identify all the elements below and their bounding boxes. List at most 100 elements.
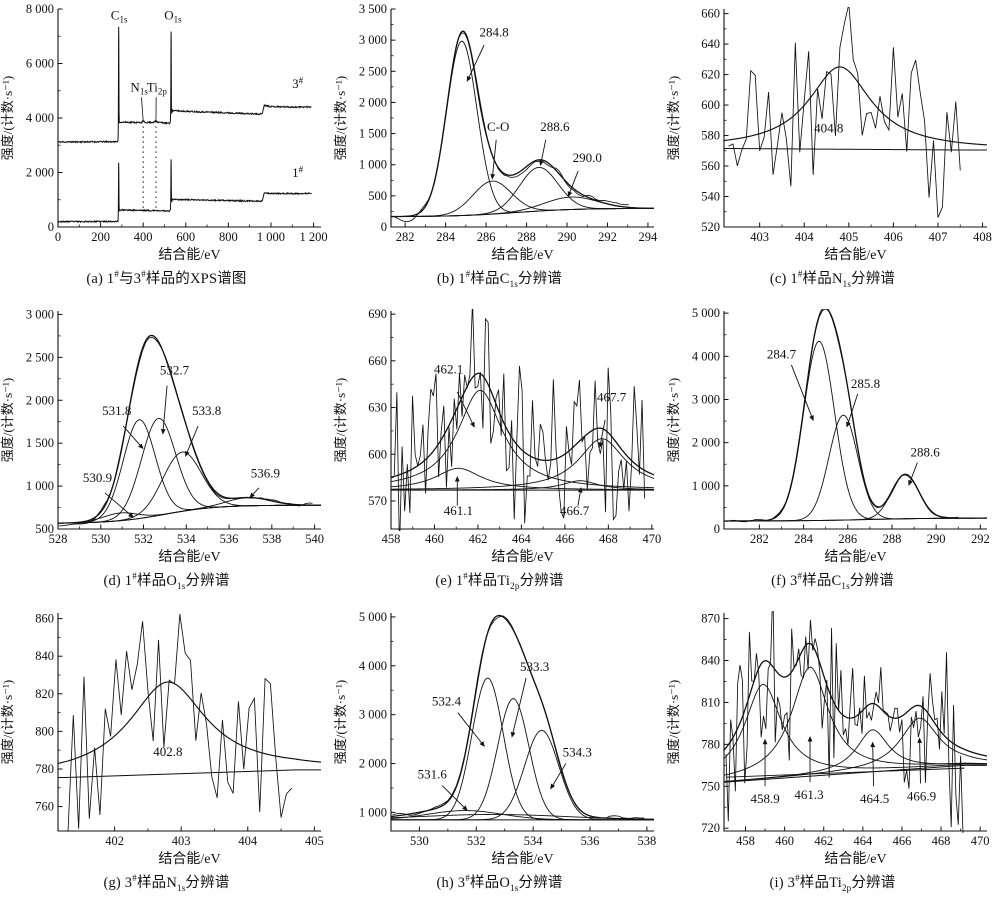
svg-text:570: 570 (368, 494, 387, 508)
svg-text:520: 520 (701, 220, 720, 234)
svg-text:407: 407 (929, 230, 948, 244)
svg-text:强度/(计数·s⁻¹): 强度/(计数·s⁻¹) (333, 76, 348, 160)
svg-text:532: 532 (467, 834, 486, 848)
svg-text:536: 536 (220, 532, 239, 546)
svg-text:288: 288 (517, 230, 536, 244)
svg-text:538: 538 (262, 532, 281, 546)
svg-text:464: 464 (512, 532, 532, 546)
svg-text:404.8: 404.8 (814, 120, 843, 135)
subplot-a: 0 200 400 600 800 1 000 1 200 0 2 000 4 000 6 000 8… (0, 0, 333, 302)
svg-text:288.6: 288.6 (540, 119, 570, 134)
svg-text:284: 284 (436, 230, 456, 244)
svg-text:强度/(计数·s⁻¹): 强度/(计数·s⁻¹) (0, 680, 15, 764)
svg-text:288: 288 (883, 532, 902, 546)
svg-text:534.3: 534.3 (563, 745, 592, 760)
svg-text:288.6: 288.6 (910, 444, 940, 459)
subplot-g: 402 403 404 405 760 780 800 820 840 860 结合能/eV 强度/(… (0, 604, 333, 906)
svg-text:532: 532 (134, 532, 153, 546)
subplot-caption-b: (b) 1#样品C1s分辨谱 (436, 269, 563, 289)
subplot-caption-i: (i) 3#样品Ti2p分辨谱 (769, 873, 896, 893)
svg-text:8 000: 8 000 (26, 2, 54, 16)
svg-text:800: 800 (219, 230, 238, 244)
svg-text:强度/(计数·s⁻¹): 强度/(计数·s⁻¹) (333, 680, 348, 764)
svg-text:1 000: 1 000 (692, 479, 720, 493)
svg-text:402.8: 402.8 (153, 744, 182, 759)
svg-text:404: 404 (795, 230, 815, 244)
svg-text:600: 600 (701, 98, 720, 112)
svg-text:结合能/eV: 结合能/eV (158, 247, 220, 263)
svg-text:0: 0 (48, 220, 54, 234)
svg-text:403: 403 (750, 230, 769, 244)
sample1-o1s-chart: 528 530 532 534 536 538 540 500 1 000 1 500 2 000 2… (0, 307, 324, 565)
svg-text:3 000: 3 000 (359, 708, 387, 722)
svg-text:870: 870 (701, 612, 720, 626)
svg-text:强度/(计数·s⁻¹): 强度/(计数·s⁻¹) (666, 378, 681, 462)
svg-text:640: 640 (701, 37, 720, 51)
svg-text:4 000: 4 000 (359, 659, 387, 673)
svg-text:531.6: 531.6 (418, 767, 448, 782)
svg-text:720: 720 (701, 821, 720, 835)
svg-text:400: 400 (134, 230, 153, 244)
svg-text:C1s: C1s (111, 7, 128, 24)
svg-text:580: 580 (701, 129, 720, 143)
svg-text:460: 460 (425, 532, 444, 546)
svg-text:750: 750 (701, 779, 720, 793)
svg-text:660: 660 (368, 354, 387, 368)
svg-text:534: 534 (524, 834, 544, 848)
svg-text:458.9: 458.9 (750, 791, 779, 806)
svg-text:531.8: 531.8 (102, 403, 131, 418)
svg-text:C-O: C-O (487, 119, 509, 134)
svg-text:结合能/eV: 结合能/eV (824, 247, 886, 263)
subplot-caption-f: (f) 3#样品C1s分辨谱 (771, 571, 894, 591)
svg-text:1 500: 1 500 (359, 127, 387, 141)
svg-text:290: 290 (558, 230, 577, 244)
subplot-caption-a: (a) 1#与3#样品的XPS谱图 (86, 269, 247, 287)
svg-text:1#: 1# (292, 165, 304, 181)
svg-text:466: 466 (556, 532, 575, 546)
svg-text:533.3: 533.3 (520, 659, 549, 674)
subplot-caption-g: (g) 3#样品N1s分辨谱 (103, 873, 230, 893)
svg-text:1 500: 1 500 (26, 436, 54, 450)
svg-text:860: 860 (35, 612, 54, 626)
svg-text:Ti2p: Ti2p (147, 79, 168, 96)
svg-text:840: 840 (701, 654, 720, 668)
svg-text:500: 500 (35, 522, 54, 536)
svg-text:530: 530 (410, 834, 429, 848)
svg-text:532.7: 532.7 (160, 363, 190, 378)
svg-text:461.1: 461.1 (444, 503, 473, 518)
svg-text:0: 0 (55, 230, 61, 244)
svg-text:405: 405 (305, 834, 324, 848)
svg-text:630: 630 (368, 401, 387, 415)
svg-text:强度/(计数·s⁻¹): 强度/(计数·s⁻¹) (333, 378, 348, 462)
svg-text:536: 536 (581, 834, 600, 848)
svg-text:405: 405 (839, 230, 858, 244)
svg-text:530: 530 (91, 532, 110, 546)
svg-text:284.7: 284.7 (767, 346, 797, 361)
svg-text:5 000: 5 000 (692, 306, 720, 320)
svg-text:290: 290 (927, 532, 946, 546)
svg-text:458: 458 (736, 834, 755, 848)
svg-text:466: 466 (893, 834, 912, 848)
svg-text:533.8: 533.8 (192, 403, 221, 418)
svg-text:4 000: 4 000 (692, 349, 720, 363)
subplot-i: 458 460 462 464 466 468 470 720 750 780 810 840 870 结… (666, 604, 999, 906)
svg-text:294: 294 (639, 230, 659, 244)
svg-text:结合能/eV: 结合能/eV (824, 851, 886, 867)
subplot-f: 282 284 286 288 290 292 0 1 000 2 000 3 000 4 000 5… (666, 302, 999, 604)
subplot-caption-e: (e) 1#样品Ti2p分辨谱 (435, 571, 564, 591)
xps-survey-chart: 0 200 400 600 800 1 000 1 200 0 2 000 4 000 6 000 8… (0, 2, 328, 263)
svg-text:462: 462 (469, 532, 488, 546)
svg-text:403: 403 (172, 834, 191, 848)
svg-text:292: 292 (598, 230, 617, 244)
svg-text:467.7: 467.7 (597, 389, 627, 404)
svg-text:466.7: 466.7 (560, 503, 590, 518)
svg-text:0: 0 (714, 522, 720, 536)
svg-text:O1s: O1s (164, 7, 182, 24)
svg-text:460: 460 (775, 834, 794, 848)
svg-text:620: 620 (701, 68, 720, 82)
svg-text:408: 408 (973, 230, 992, 244)
svg-text:464: 464 (853, 834, 873, 848)
svg-text:780: 780 (701, 737, 720, 751)
svg-text:402: 402 (105, 834, 124, 848)
